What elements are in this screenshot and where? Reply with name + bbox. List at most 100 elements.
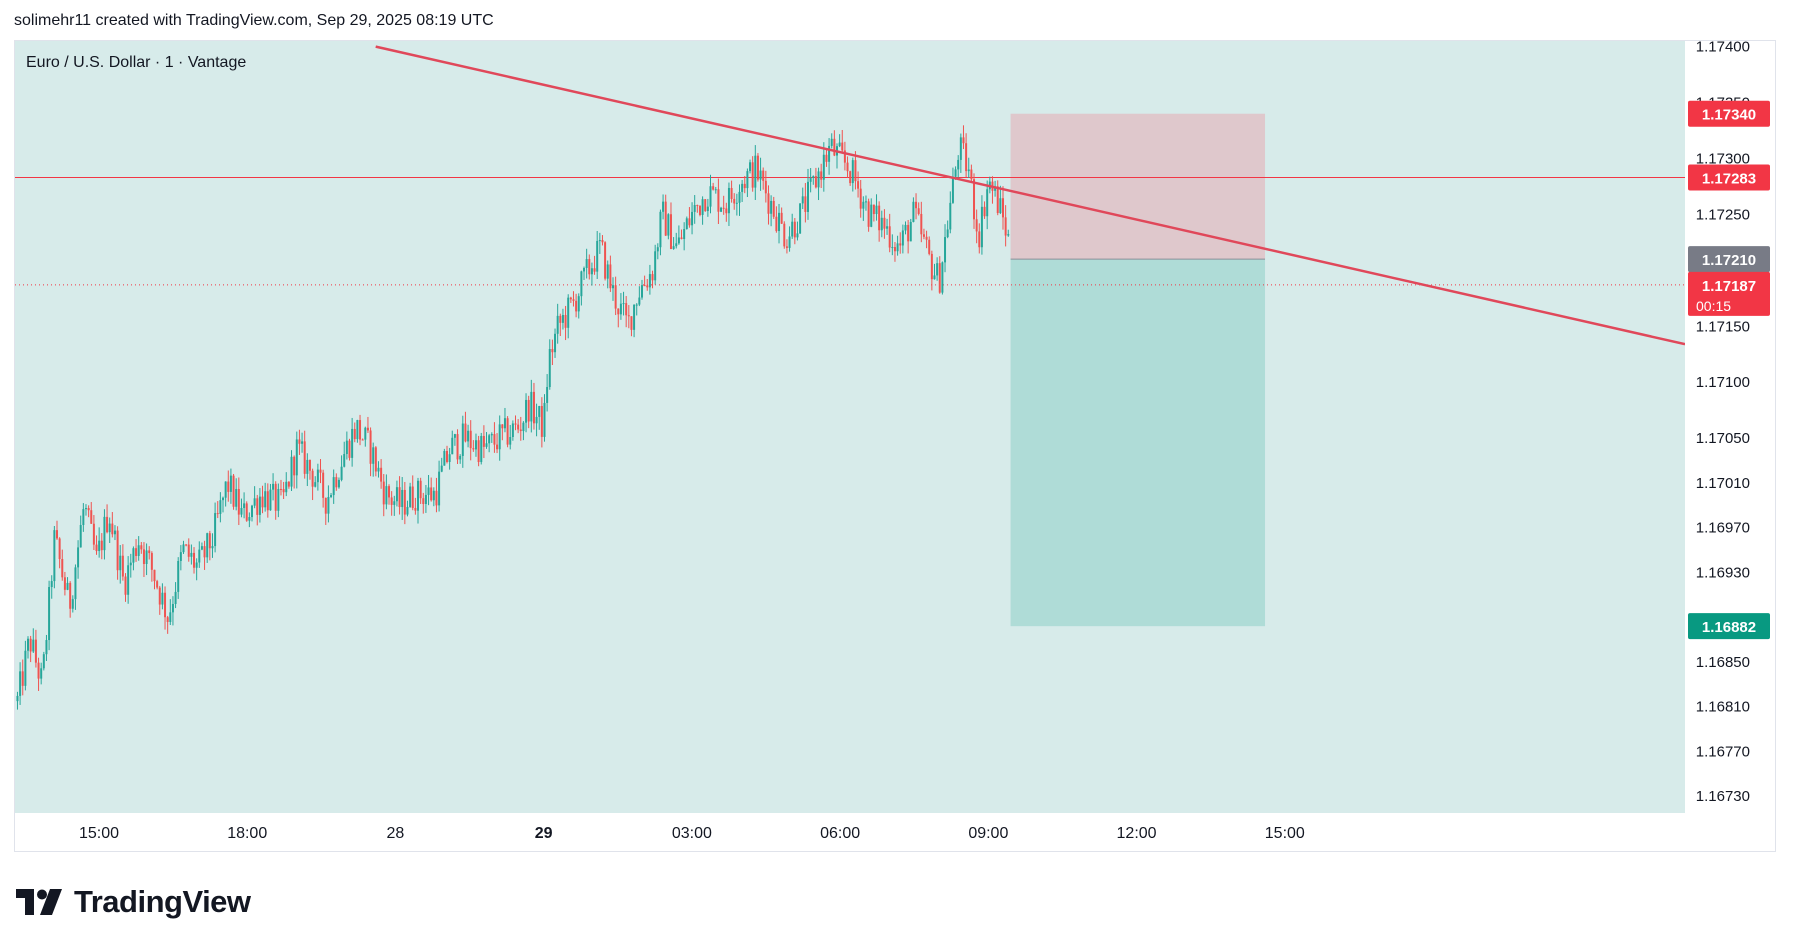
price-label-entry[interactable]: 1.17210 [1688, 246, 1770, 273]
candle [527, 395, 530, 429]
candle [171, 596, 174, 626]
candle [87, 505, 90, 518]
price-label-last[interactable]: 1.17187 00:15 [1688, 271, 1770, 316]
candle [770, 195, 773, 227]
candle [569, 296, 572, 303]
header-caption: solimehr11 created with TradingView.com,… [14, 12, 494, 29]
candle [498, 415, 501, 461]
candle [522, 421, 525, 441]
candle [596, 231, 599, 279]
candle [474, 433, 477, 457]
candle [113, 525, 116, 541]
candle [211, 533, 214, 558]
candle [567, 294, 570, 339]
candle [135, 539, 138, 562]
x-tick-label: 29 [535, 825, 553, 842]
candle [743, 175, 746, 194]
candle [103, 509, 106, 560]
candle [264, 482, 267, 512]
candle [540, 397, 543, 448]
stop-loss-zone[interactable] [1010, 113, 1266, 260]
candle [69, 581, 72, 618]
candle [883, 209, 886, 239]
trendline[interactable] [375, 45, 1685, 346]
y-tick-label: 1.16770 [1696, 743, 1750, 760]
candle [925, 230, 928, 249]
candle [153, 569, 156, 590]
candle [962, 125, 965, 150]
candle [53, 525, 56, 589]
candle [164, 586, 167, 630]
candle [430, 477, 433, 502]
candle [224, 481, 227, 507]
candle [859, 179, 862, 218]
candle [108, 517, 111, 543]
price-label-stop[interactable]: 1.17340 [1688, 100, 1770, 127]
candle [725, 202, 728, 222]
candle [746, 168, 749, 198]
candle [625, 296, 628, 328]
candle [240, 498, 243, 518]
x-tick-label: 06:00 [820, 825, 860, 842]
candle [187, 538, 190, 562]
candle [851, 157, 854, 192]
candle [406, 500, 409, 517]
candle [496, 433, 499, 454]
candle [330, 493, 333, 499]
candle [369, 427, 372, 477]
candle [532, 382, 535, 430]
candle [999, 185, 1002, 215]
y-tick-label: 1.17050 [1696, 430, 1750, 447]
candle [316, 463, 319, 491]
candle [685, 216, 688, 230]
candle [849, 170, 852, 186]
candle [95, 535, 98, 555]
candle [435, 477, 438, 513]
candle [828, 138, 831, 175]
candle [635, 303, 638, 316]
candle [293, 455, 296, 489]
candle [659, 209, 662, 256]
candle [651, 270, 654, 289]
candle [388, 484, 391, 505]
candle [390, 491, 393, 516]
price-label-target[interactable]: 1.16882 [1688, 613, 1770, 640]
candle [841, 129, 844, 152]
candle [604, 241, 607, 281]
candle [145, 543, 148, 576]
candle [19, 662, 22, 705]
candle [177, 557, 180, 599]
candle [949, 191, 952, 234]
candle [1004, 205, 1007, 247]
tradingview-logo[interactable]: TradingView [16, 884, 251, 920]
x-tick-label: 28 [387, 825, 405, 842]
candle [598, 232, 601, 254]
price-label-line[interactable]: 1.17283 [1688, 164, 1770, 191]
candle [206, 532, 209, 563]
candle [395, 480, 398, 507]
candle [915, 193, 918, 220]
candle [237, 477, 240, 526]
candle [854, 151, 857, 190]
candle [554, 328, 557, 358]
candle [372, 442, 375, 477]
candle [269, 483, 272, 511]
candle [322, 469, 325, 508]
candle [216, 501, 219, 519]
candle [751, 156, 754, 192]
candle [830, 133, 833, 149]
candle [517, 419, 520, 434]
candle [129, 553, 132, 578]
svg-text:1.17340: 1.17340 [1702, 107, 1756, 124]
candle [222, 496, 225, 513]
candle [214, 502, 217, 553]
take-profit-zone[interactable] [1010, 259, 1266, 627]
candle [967, 157, 970, 178]
candle [287, 481, 290, 489]
candle [983, 201, 986, 219]
candle [359, 414, 362, 446]
candle [714, 186, 717, 194]
candle [543, 394, 546, 442]
candle [398, 476, 401, 515]
